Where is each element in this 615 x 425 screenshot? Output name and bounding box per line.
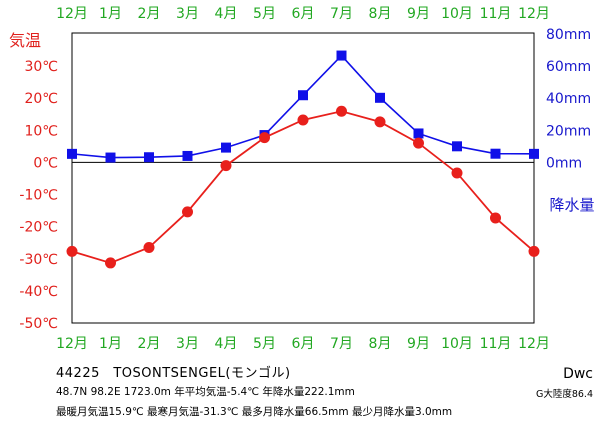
temperature-tick-labels: 30℃ 20℃ 10℃ 0℃ -10℃ -20℃ -30℃ -40℃ -50℃ bbox=[19, 59, 58, 332]
precipitation-point bbox=[221, 142, 231, 153]
month-label-bottom: 10月 bbox=[441, 336, 473, 352]
month-label-top: 6月 bbox=[292, 6, 315, 22]
station-summary-line-2: 最暖月気温15.9℃ 最寒月気温-31.3℃ 最多月降水量66.5mm 最少月降… bbox=[56, 406, 453, 418]
temperature-point bbox=[66, 245, 78, 257]
month-label-top: 7月 bbox=[330, 6, 353, 22]
temperature-point bbox=[105, 257, 116, 269]
precipitation-point bbox=[298, 90, 308, 101]
koppen-climate-class: Dwc bbox=[563, 366, 593, 382]
month-label-bottom: 9月 bbox=[407, 336, 430, 352]
month-label-top: 10月 bbox=[441, 6, 473, 22]
precipitation-point bbox=[336, 50, 347, 61]
temperature-tick-label: 30℃ bbox=[24, 59, 58, 75]
station-summary-line-1: 48.7N 98.2E 1723.0m 年平均気温-5.4℃ 年降水量222.1… bbox=[56, 386, 355, 398]
precipitation-point bbox=[182, 150, 193, 161]
month-label-top: 3月 bbox=[176, 6, 199, 22]
temperature-tick-label: -50℃ bbox=[19, 316, 58, 332]
precipitation-axis-title: 降水量 bbox=[549, 196, 594, 214]
temperature-point bbox=[220, 160, 232, 172]
temperature-tick-label: 0℃ bbox=[33, 155, 58, 171]
month-label-top: 5月 bbox=[253, 6, 276, 22]
temperature-point bbox=[143, 242, 155, 254]
precipitation-tick-label: 60mm bbox=[546, 59, 591, 75]
temperature-point bbox=[413, 137, 424, 149]
month-label-bottom: 3月 bbox=[176, 336, 199, 352]
precipitation-point bbox=[105, 152, 116, 163]
month-label-top: 2月 bbox=[138, 6, 161, 22]
month-label-bottom: 6月 bbox=[292, 336, 315, 352]
month-label-bottom: 12月 bbox=[56, 336, 88, 352]
precipitation-tick-label: 80mm bbox=[546, 27, 591, 43]
temperature-line bbox=[71, 110, 535, 264]
temperature-tick-label: -20℃ bbox=[19, 220, 58, 236]
month-label-top: 4月 bbox=[215, 6, 238, 22]
temperature-point bbox=[490, 212, 501, 224]
temperature-tick-label: 20℃ bbox=[24, 91, 58, 107]
month-label-top: 9月 bbox=[407, 6, 430, 22]
precipitation-series bbox=[67, 50, 539, 163]
continentality-index: G大陸度86.4 bbox=[535, 389, 593, 400]
precipitation-point bbox=[144, 152, 154, 163]
precipitation-point bbox=[452, 141, 462, 152]
temperature-point bbox=[528, 245, 540, 257]
month-label-top: 1月 bbox=[99, 6, 122, 22]
month-label-top: 11月 bbox=[480, 6, 512, 22]
bottom-month-labels: 12月 1月 2月 3月 4月 5月 6月 7月 8月 9月 10月 11月 12月 bbox=[56, 336, 550, 352]
precipitation-tick-label: 0mm bbox=[546, 155, 582, 171]
precipitation-line bbox=[71, 54, 535, 159]
month-label-bottom: 7月 bbox=[330, 336, 353, 352]
temperature-point bbox=[336, 105, 347, 117]
month-label-bottom: 5月 bbox=[253, 336, 276, 352]
month-label-bottom: 8月 bbox=[369, 336, 392, 352]
temperature-tick-label: -30℃ bbox=[19, 252, 58, 268]
precipitation-point bbox=[67, 148, 77, 159]
month-label-top: 12月 bbox=[56, 6, 88, 22]
precipitation-point bbox=[413, 128, 424, 139]
precipitation-tick-labels: 80mm 60mm 40mm 20mm 0mm bbox=[546, 27, 591, 172]
temperature-tick-label: -40℃ bbox=[19, 284, 58, 300]
month-label-bottom: 11月 bbox=[480, 336, 512, 352]
temperature-axis-title: 気温 bbox=[9, 31, 41, 50]
month-label-bottom: 1月 bbox=[99, 336, 122, 352]
temperature-series bbox=[66, 105, 540, 269]
station-name: 44225 TOSONTSENGEL(モンゴル) bbox=[56, 366, 291, 381]
top-month-labels: 12月 1月 2月 3月 4月 5月 6月 7月 8月 9月 10月 11月 12月 bbox=[56, 6, 550, 22]
plot-frame bbox=[71, 32, 535, 324]
temperature-tick-label: 10℃ bbox=[24, 123, 58, 139]
temperature-point bbox=[451, 167, 463, 179]
precipitation-point bbox=[375, 92, 385, 103]
month-label-bottom: 2月 bbox=[138, 336, 161, 352]
temperature-point bbox=[182, 206, 193, 218]
precipitation-point bbox=[490, 148, 501, 159]
precipitation-tick-label: 20mm bbox=[546, 123, 591, 139]
month-label-bottom: 4月 bbox=[215, 336, 238, 352]
precipitation-point bbox=[529, 148, 539, 159]
month-label-bottom: 12月 bbox=[518, 336, 550, 352]
month-label-top: 8月 bbox=[369, 6, 392, 22]
temperature-point bbox=[297, 114, 309, 126]
temperature-point bbox=[374, 116, 386, 128]
temperature-point bbox=[259, 132, 270, 144]
precipitation-tick-label: 40mm bbox=[546, 91, 591, 107]
month-label-top: 12月 bbox=[518, 6, 550, 22]
temperature-tick-label: -10℃ bbox=[19, 188, 58, 204]
